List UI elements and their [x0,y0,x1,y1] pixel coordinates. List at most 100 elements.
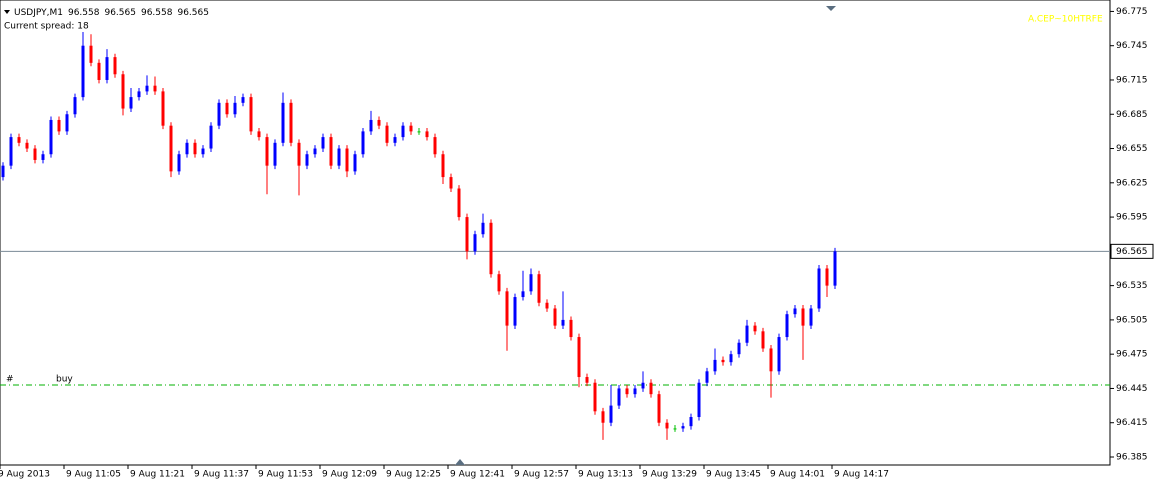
plot-frame [0,0,1111,466]
candle-body [121,74,125,109]
candle-body [457,188,461,218]
candle-body [329,137,333,166]
candle-body [9,137,13,166]
candle-body [377,119,381,126]
candle-body [545,302,549,309]
candle-body [745,325,749,343]
candle-body [753,325,757,332]
candle-body [129,97,133,109]
x-tick-label: 9 Aug 13:29 [642,470,697,480]
candle-body [185,142,189,155]
y-tick-label: 96.625 [1116,178,1148,188]
candle-body [137,91,141,98]
candle-body [289,102,293,143]
candle-body [265,137,269,166]
spread-label: Current spread: 18 [4,22,89,32]
candle-body [777,337,781,372]
candle-body [809,308,813,326]
candle-body [609,405,613,423]
x-tick-label: 9 Aug 11:37 [194,470,249,480]
candle-body [601,411,605,423]
candle-body [169,125,173,172]
candle-body [281,102,285,143]
x-tick-label: 9 Aug 12:09 [322,470,377,480]
candle-body [41,154,45,160]
x-tick-label: 9 Aug 11:21 [130,470,185,480]
candle-body [537,274,541,303]
candle-body [393,137,397,143]
order-label: # [6,375,14,385]
candle-body [177,154,181,172]
x-tick-label: 9 Aug 2013 [0,470,50,480]
candle-body [297,142,301,166]
candle-body [57,119,61,132]
candle-body [417,131,421,133]
candle-body [97,62,101,80]
candle-body [225,102,229,115]
candle-body [433,137,437,155]
candle-body [505,291,509,326]
candle-body [641,382,645,389]
candle-body [1,165,5,178]
candle-body [721,359,725,363]
candle-body [401,125,405,138]
candle-body [201,148,205,155]
y-tick-label: 96.775 [1116,7,1148,17]
candle-body [193,142,197,155]
candle-body [497,274,501,292]
candle-body [489,222,493,275]
candle-body [241,97,245,103]
indicator-label: A.CEP~10HTRFE [1028,15,1103,25]
candle-body [25,142,29,149]
candle-body [313,148,317,155]
header-price: 96.565 [177,8,209,18]
y-tick-label: 96.595 [1116,213,1148,223]
candle-body [409,125,413,132]
candle-body [593,382,597,412]
candle-body [321,137,325,149]
candle-body [561,319,565,326]
candle-body [153,85,157,92]
candle-body [713,359,717,372]
candle-body [577,337,581,378]
x-tick-label: 9 Aug 14:17 [834,470,889,480]
candle-body [617,388,621,406]
candle-body [465,217,469,252]
candle-body [33,148,37,160]
candle-body [553,308,557,326]
candle-body [385,125,389,143]
y-tick-label: 96.475 [1116,350,1148,360]
candle-body [473,234,477,252]
candle-body [233,102,237,115]
header: USDJPY,M1 96.558 96.565 96.558 96.565 [14,8,209,18]
candle-body [257,131,261,138]
candle-body [673,428,677,430]
y-tick-label: 96.385 [1116,453,1148,463]
candle-body [825,268,829,286]
candle-body [793,308,797,315]
candle-body [785,314,789,338]
order-label: buy [56,375,73,385]
candle-body [273,142,277,166]
x-tick-label: 9 Aug 13:13 [578,470,633,480]
candle-body [585,377,589,383]
x-tick-label: 9 Aug 12:25 [386,470,441,480]
candle-body [345,148,349,172]
x-tick-label: 9 Aug 11:05 [66,470,121,480]
y-tick-label: 96.655 [1116,144,1148,154]
candle-body [425,131,429,138]
candle-body [817,268,821,309]
candle-body [633,388,637,395]
candle-body [65,114,69,132]
candle-body [697,382,701,418]
shift-marker [826,6,836,11]
x-tick-label: 9 Aug 13:45 [706,470,761,480]
candle-body [337,148,341,166]
candle-body [729,354,733,363]
candle-body [569,319,573,338]
x-tick-label: 9 Aug 12:57 [514,470,569,480]
candle-body [481,222,485,235]
y-tick-label: 96.745 [1116,41,1148,51]
x-tick-label: 9 Aug 14:01 [770,470,825,480]
y-tick-label: 96.415 [1116,418,1148,428]
